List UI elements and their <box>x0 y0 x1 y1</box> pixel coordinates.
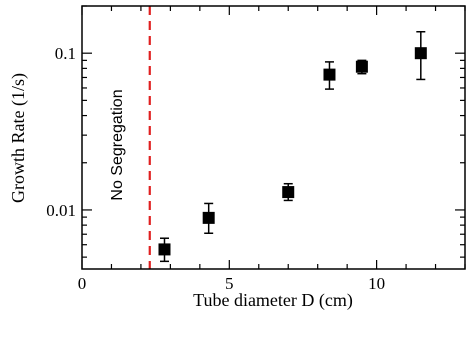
data-marker <box>414 47 427 60</box>
data-point <box>323 61 336 90</box>
no-segregation-label: No Segregation <box>109 89 126 200</box>
plot-frame <box>81 5 466 270</box>
data-marker <box>282 186 295 199</box>
data-point <box>158 237 171 263</box>
x-tick-label: 5 <box>225 274 234 293</box>
data-point <box>282 182 295 202</box>
data-point <box>355 59 368 75</box>
data-marker <box>158 243 171 256</box>
y-tick-label: 0.1 <box>55 44 76 63</box>
axis-ticks: 0 5 10 0.01 0.1 <box>46 5 466 293</box>
y-tick-label: 0.01 <box>46 201 76 220</box>
data-marker <box>323 68 336 81</box>
data-marker <box>355 60 368 73</box>
data-point <box>202 202 215 235</box>
x-tick-label: 10 <box>368 274 385 293</box>
chart-marks <box>148 6 427 269</box>
y-axis-title: Growth Rate (1/s) <box>8 73 29 203</box>
x-tick-label: 0 <box>78 274 87 293</box>
x-axis-title: Tube diameter D (cm) <box>193 290 353 311</box>
data-point <box>414 31 427 81</box>
data-marker <box>202 211 215 224</box>
